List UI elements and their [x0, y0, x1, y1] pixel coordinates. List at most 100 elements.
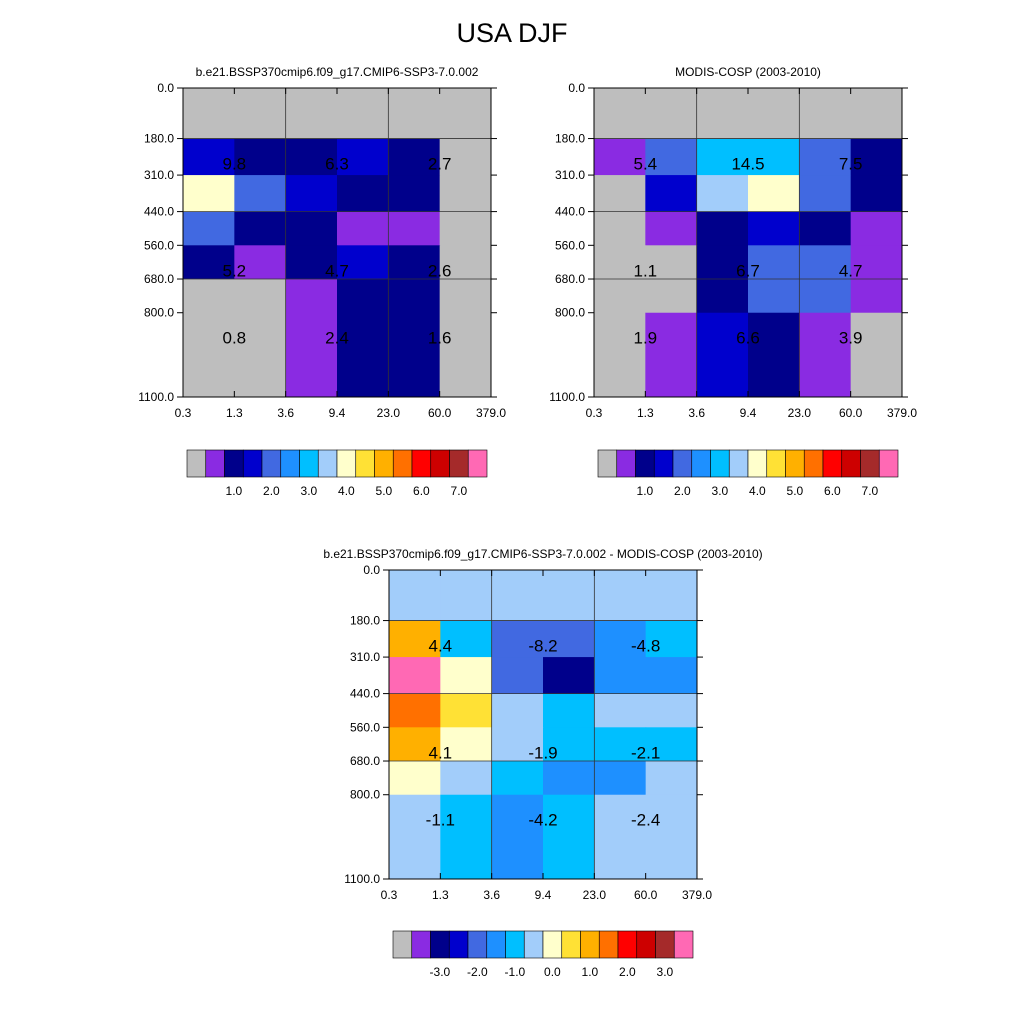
x-tick-label: 0.3 — [586, 406, 603, 420]
heatmap-cell — [439, 88, 492, 140]
colorbar-label: 4.0 — [749, 484, 766, 498]
heatmap-cell — [696, 211, 749, 246]
x-tick-label: 23.0 — [788, 406, 812, 420]
y-tick-label: 310.0 — [350, 650, 380, 664]
cell-value-label: 2.7 — [428, 155, 452, 174]
heatmap-cell — [696, 88, 749, 140]
heatmap-cell — [645, 761, 698, 796]
colorbar-swatch — [392, 449, 413, 478]
colorbar-swatch — [653, 449, 674, 478]
cell-value-label: 4.1 — [429, 743, 453, 762]
heatmap-cell — [337, 279, 389, 398]
heatmap-cell — [799, 175, 852, 213]
heatmap-cell — [799, 279, 852, 314]
colorbar-swatch — [878, 449, 899, 478]
heatmap-cell — [850, 175, 903, 213]
heatmap-cell — [491, 693, 544, 728]
y-tick-label: 1100.0 — [549, 390, 585, 404]
heatmap-cell — [645, 620, 698, 658]
x-tick-label: 379.0 — [887, 406, 917, 420]
colorbar-swatch — [430, 930, 450, 959]
heatmap-cell — [440, 693, 493, 728]
heatmap-cell — [696, 175, 749, 213]
cell-value-label: -1.9 — [528, 743, 557, 762]
heatmap-cell — [696, 312, 749, 398]
y-tick-label: 180.0 — [144, 132, 174, 146]
heatmap-cell — [543, 727, 595, 762]
heatmap-cell — [183, 211, 235, 246]
heatmap-cell — [850, 279, 903, 314]
y-tick-label: 800.0 — [144, 306, 174, 320]
heatmap-cell — [439, 138, 492, 176]
colorbar-swatch — [561, 930, 581, 959]
colorbar-swatch — [224, 449, 244, 478]
heatmap-cell — [543, 693, 595, 728]
colorbar-swatch — [617, 930, 638, 959]
heatmap-cell — [850, 245, 903, 280]
heatmap-cell — [389, 761, 441, 796]
colorbar-swatch — [467, 449, 488, 478]
heatmap-cell — [183, 88, 235, 140]
colorbar-label: -2.0 — [467, 965, 488, 979]
heatmap-cell — [799, 245, 852, 280]
heatmap-cell — [748, 211, 800, 246]
heatmap-cell — [491, 761, 544, 796]
heatmap-cell — [645, 88, 698, 140]
heatmap-cell — [748, 175, 800, 213]
x-tick-label: 23.0 — [377, 406, 401, 420]
colorbar-label: 2.0 — [674, 484, 691, 498]
colorbar-swatch — [186, 449, 207, 478]
colorbar-swatch — [467, 930, 488, 959]
x-tick-label: 3.6 — [688, 406, 705, 420]
colorbar-label: -1.0 — [505, 965, 526, 979]
y-tick-label: 0.0 — [568, 81, 585, 95]
heatmap-cell — [389, 794, 441, 880]
colorbar-swatch — [616, 449, 636, 478]
colorbar-label: 1.0 — [226, 484, 243, 498]
heatmap-cell — [183, 279, 235, 398]
colorbar-label: 1.0 — [582, 965, 599, 979]
colorbar-label: 7.0 — [451, 484, 468, 498]
heatmap-cell — [594, 245, 646, 280]
cell-value-label: 6.7 — [736, 261, 760, 280]
heatmap-cell — [696, 279, 749, 314]
y-tick-label: 680.0 — [144, 272, 174, 286]
heatmap-cell — [696, 245, 749, 280]
colorbar-swatch — [374, 449, 394, 478]
colorbar-swatch — [449, 449, 469, 478]
cell-value-label: -2.4 — [631, 811, 660, 830]
heatmap-cell — [748, 88, 800, 140]
colorbar-swatch — [597, 449, 618, 478]
x-tick-label: 1.3 — [637, 406, 654, 420]
colorbar-label: 6.0 — [413, 484, 430, 498]
heatmap-cell — [234, 211, 287, 246]
colorbar-swatch — [411, 930, 431, 959]
heatmap-cell — [337, 245, 389, 280]
heatmap-cell — [440, 570, 493, 622]
y-tick-label: 680.0 — [555, 272, 585, 286]
panel-title: MODIS-COSP (2003-2010) — [675, 65, 821, 79]
cell-value-label: 1.1 — [634, 261, 658, 280]
colorbar-swatch — [317, 449, 338, 478]
heatmap-cell — [440, 761, 493, 796]
y-tick-label: 440.0 — [555, 205, 585, 219]
x-tick-label: 379.0 — [682, 888, 712, 902]
y-tick-label: 180.0 — [350, 614, 380, 628]
colorbar-swatch — [766, 449, 786, 478]
x-tick-label: 9.4 — [329, 406, 346, 420]
heatmap-cell — [285, 88, 338, 140]
colorbar-swatch — [785, 449, 805, 478]
colorbar-swatch — [242, 449, 263, 478]
cell-value-label: 4.4 — [429, 637, 453, 656]
main-title: USA DJF — [456, 18, 568, 48]
colorbar-swatch — [636, 930, 656, 959]
panel-3: 0.3 1.3 3.6 9.4 23.0 60.0 379.0 0.0 180.0 310.0 44… — [323, 547, 762, 979]
heatmap-cell — [234, 175, 287, 213]
colorbar-swatch — [523, 930, 544, 959]
colorbar-swatch — [486, 930, 506, 959]
colorbar-swatch — [747, 449, 768, 478]
cell-value-label: 14.5 — [731, 155, 764, 174]
colorbar-label: 3.0 — [657, 965, 674, 979]
heatmap-cell — [439, 279, 492, 398]
heatmap-cell — [594, 279, 646, 314]
